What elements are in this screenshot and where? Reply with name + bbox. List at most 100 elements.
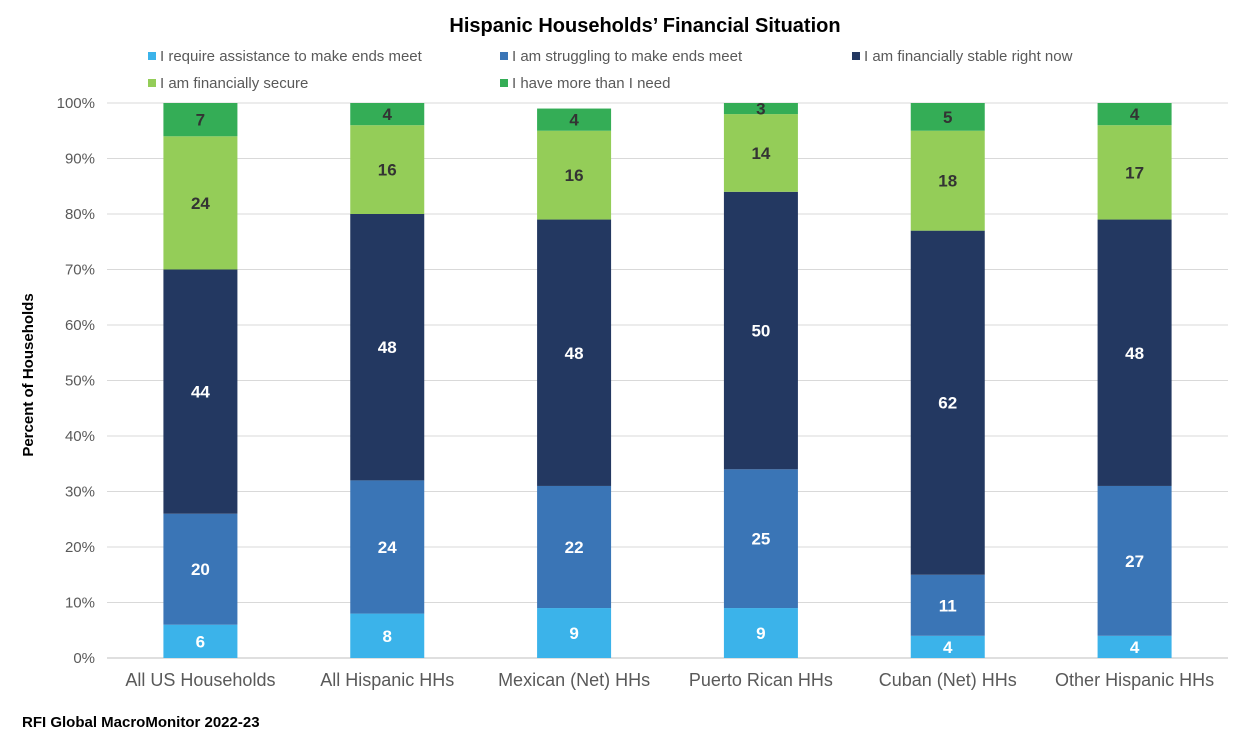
data-label: 48: [1125, 344, 1144, 363]
data-label: 62: [938, 394, 957, 413]
bar-segment: [910, 130, 985, 231]
bar-segment: [1097, 219, 1172, 486]
bar-segment: [537, 608, 612, 658]
data-label: 9: [756, 624, 765, 643]
data-label: 4: [569, 111, 579, 130]
data-label: 44: [191, 383, 210, 402]
legend: I require assistance to make ends meet I …: [148, 48, 1073, 92]
data-label: 50: [751, 322, 770, 341]
chart-title: Hispanic Households’ Financial Situation: [449, 15, 840, 37]
data-label: 22: [565, 538, 584, 557]
data-label: 16: [565, 166, 584, 185]
data-label: 24: [191, 194, 210, 213]
data-label: 4: [383, 105, 393, 124]
bar-segment: [163, 103, 238, 137]
data-label: 48: [565, 344, 584, 363]
bar-segment: [350, 125, 425, 214]
legend-label: I am financially secure: [160, 75, 308, 92]
data-label: 27: [1125, 552, 1144, 571]
bar-segment: [723, 608, 798, 658]
source-note: RFI Global MacroMonitor 2022-23: [22, 714, 260, 731]
bar-segment: [1097, 103, 1172, 126]
data-label: 17: [1125, 163, 1144, 182]
data-label: 4: [943, 638, 953, 657]
y-tick-label: 40%: [65, 428, 95, 445]
y-tick-label: 60%: [65, 317, 95, 334]
bar-segment: [163, 513, 238, 625]
bar-segment: [350, 613, 425, 658]
grid: [107, 102, 1228, 659]
legend-item: I have more than I need: [500, 75, 670, 92]
x-tick-label: Cuban (Net) HHs: [879, 670, 1017, 690]
data-label: 4: [1130, 638, 1140, 657]
legend-label: I require assistance to make ends meet: [160, 48, 423, 65]
x-tick-label: Puerto Rican HHs: [689, 670, 833, 690]
bar-segment: [537, 130, 612, 220]
bar-segment: [723, 469, 798, 609]
bar-segment: [910, 574, 985, 636]
bar-segment: [723, 191, 798, 470]
bar-segment: [910, 103, 985, 131]
bar-segment: [350, 480, 425, 614]
legend-swatch: [500, 52, 508, 60]
y-tick-label: 100%: [57, 95, 95, 112]
y-tick-label: 30%: [65, 484, 95, 501]
legend-swatch: [148, 52, 156, 60]
x-tick-label: Mexican (Net) HHs: [498, 670, 650, 690]
data-label: 20: [191, 560, 210, 579]
data-label: 14: [751, 144, 770, 163]
bar-segment: [723, 114, 798, 192]
y-tick-label: 70%: [65, 262, 95, 279]
legend-item: I am financially secure: [148, 75, 308, 92]
bar-segment: [537, 108, 612, 131]
data-label: 25: [751, 530, 770, 549]
data-label: 5: [943, 108, 952, 127]
data-label: 11: [939, 596, 957, 615]
y-tick-label: 50%: [65, 373, 95, 390]
x-tick-label: All US Households: [125, 670, 275, 690]
bar-segment: [163, 269, 238, 514]
legend-label: I am financially stable right now: [864, 48, 1073, 65]
legend-item: I am financially stable right now: [852, 48, 1073, 65]
bar-segment: [163, 136, 238, 270]
y-axis: 0% 10% 20% 30% 40% 50% 60% 70% 80% 90% 100%: [57, 95, 95, 667]
data-label: 8: [383, 627, 392, 646]
x-tick-label: Other Hispanic HHs: [1055, 670, 1214, 690]
y-tick-label: 10%: [65, 595, 95, 612]
legend-item: I am struggling to make ends meet: [500, 48, 743, 65]
legend-swatch: [500, 79, 508, 87]
y-tick-label: 0%: [73, 650, 95, 667]
data-label: 6: [196, 632, 205, 651]
bar-segment: [537, 485, 612, 609]
y-tick-label: 80%: [65, 206, 95, 223]
bar-segment: [910, 230, 985, 575]
data-label: 16: [378, 161, 397, 180]
legend-label: I am struggling to make ends meet: [512, 48, 743, 65]
data-label: 9: [569, 624, 578, 643]
x-tick-label: All Hispanic HHs: [320, 670, 454, 690]
y-tick-label: 20%: [65, 539, 95, 556]
bar-segment: [350, 103, 425, 126]
data-label: 4: [1130, 105, 1140, 124]
bar-segment: [1097, 485, 1172, 636]
data-label: 7: [196, 111, 205, 130]
data-label: 18: [938, 172, 957, 191]
data-label: 24: [378, 538, 397, 557]
x-axis: All US Households All Hispanic HHs Mexican…: [125, 670, 1214, 690]
bar-segment: [163, 624, 238, 658]
y-tick-label: 90%: [65, 151, 95, 168]
bar-segment: [723, 103, 798, 115]
bar-segment: [1097, 125, 1172, 220]
bar-segment: [910, 635, 985, 658]
bars: 6204424782448164922481649255014341162185…: [163, 100, 1172, 658]
y-axis-label: Percent of Households: [20, 293, 37, 456]
legend-label: I have more than I need: [512, 75, 670, 92]
data-label: 3: [756, 100, 765, 119]
bar-segment: [1097, 635, 1172, 658]
legend-item: I require assistance to make ends meet: [148, 48, 423, 65]
legend-swatch: [852, 52, 860, 60]
bar-segment: [537, 219, 612, 486]
bar-segment: [350, 214, 425, 481]
data-label: 48: [378, 338, 397, 357]
